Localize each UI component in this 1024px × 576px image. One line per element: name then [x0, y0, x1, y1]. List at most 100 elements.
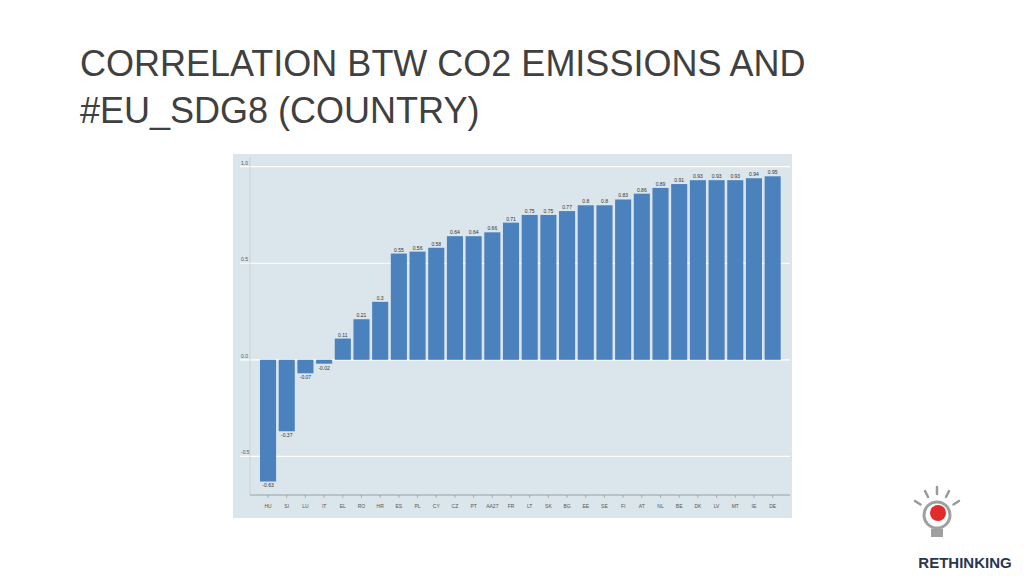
data-label: 0.71	[506, 216, 516, 222]
x-tick	[492, 495, 493, 498]
bar	[634, 194, 650, 360]
data-label: 0.86	[637, 187, 647, 193]
x-tick	[679, 495, 680, 498]
x-tick	[697, 495, 698, 498]
x-tick	[716, 495, 717, 498]
x-tick-label: FR	[508, 503, 515, 509]
y-axis-line	[250, 157, 251, 495]
bar	[391, 254, 407, 360]
x-tick-label: SI	[284, 503, 289, 509]
logo-text: RETHINKING	[918, 554, 1011, 571]
x-tick	[585, 495, 586, 498]
data-label: 0.8	[582, 198, 589, 204]
logo-ray	[936, 487, 939, 494]
data-label: 0.75	[525, 208, 535, 214]
x-tick	[305, 495, 306, 498]
grid-line	[240, 456, 790, 457]
data-label: -0.37	[281, 432, 293, 438]
x-tick	[735, 495, 736, 498]
x-tick	[511, 495, 512, 498]
bar	[316, 360, 332, 364]
x-tick	[436, 495, 437, 498]
title: #EU_SDG8 (COUNTRY)	[80, 90, 479, 131]
x-tick	[342, 495, 343, 498]
x-tick-label: PT	[470, 503, 476, 509]
data-label: 0.77	[562, 204, 572, 210]
x-tick	[604, 495, 605, 498]
data-label: -0.63	[262, 482, 274, 488]
x-tick	[380, 495, 381, 498]
bar	[746, 178, 762, 360]
x-tick-label: EE	[582, 503, 589, 509]
data-label: 0.91	[674, 177, 684, 183]
x-tick-label: NL	[657, 503, 664, 509]
x-tick	[417, 495, 418, 498]
bar	[410, 252, 426, 360]
x-tick	[753, 495, 754, 498]
bar	[578, 205, 594, 360]
x-tick	[361, 495, 362, 498]
bar	[671, 184, 687, 360]
logo-ray	[954, 501, 960, 505]
x-tick	[398, 495, 399, 498]
bar	[615, 199, 631, 359]
data-label: 0.93	[730, 173, 740, 179]
bar	[260, 360, 276, 482]
bar	[709, 180, 725, 360]
x-tick-label: CZ	[452, 503, 459, 509]
x-tick-label: LV	[714, 503, 720, 509]
x-tick-label: HU	[264, 503, 272, 509]
y-tick-label: 0.0	[241, 353, 248, 359]
x-tick-label: LT	[527, 503, 532, 509]
x-tick-label: IE	[752, 503, 757, 509]
data-label: 0.64	[469, 229, 479, 235]
data-label: 0.94	[749, 171, 759, 177]
bar	[503, 223, 519, 360]
logo-ray	[915, 501, 921, 505]
data-label: 0.75	[544, 208, 554, 214]
x-tick	[660, 495, 661, 498]
data-label: 0.3	[377, 295, 384, 301]
x-tick-label: BE	[676, 503, 683, 509]
x-tick-label: MT	[732, 503, 739, 509]
x-tick-label: HR	[377, 503, 385, 509]
bar	[596, 205, 612, 360]
logo-ray	[925, 491, 928, 497]
bar	[484, 232, 500, 359]
x-tick	[623, 495, 624, 498]
x-tick	[548, 495, 549, 498]
bar	[279, 360, 295, 431]
slide: CORRELATION BTW CO2 EMISSIONS AND #EU_SDG…	[0, 0, 1024, 576]
data-label: 0.93	[693, 173, 703, 179]
x-tick	[324, 495, 325, 498]
y-tick-label: 1.0	[241, 160, 248, 166]
data-label: 0.11	[338, 332, 348, 338]
x-tick-label: DE	[769, 503, 777, 509]
logo-core	[930, 505, 946, 521]
x-axis-line	[250, 495, 790, 496]
bar	[690, 180, 706, 360]
bar	[559, 211, 575, 360]
x-tick	[772, 495, 773, 498]
bar	[727, 180, 743, 360]
x-tick	[454, 495, 455, 498]
data-label: 0.8	[601, 198, 608, 204]
x-tick-label: EL	[340, 503, 346, 509]
data-label: -0.07	[300, 374, 312, 380]
data-label: 0.58	[431, 241, 441, 247]
title: CORRELATION BTW CO2 EMISSIONS AND	[80, 43, 805, 84]
x-tick-label: PL	[414, 503, 420, 509]
x-tick-label: SK	[545, 503, 552, 509]
x-tick	[567, 495, 568, 498]
data-label: 0.21	[357, 312, 367, 318]
bar	[447, 236, 463, 360]
x-tick-label: AA27	[486, 503, 498, 509]
logo-base	[931, 529, 943, 537]
data-label: -0.02	[318, 365, 330, 371]
x-tick	[641, 495, 642, 498]
data-label: 0.89	[656, 181, 666, 187]
x-tick-label: ES	[396, 503, 403, 509]
bar	[372, 302, 388, 360]
x-tick-label: DK	[694, 503, 702, 509]
data-label: 0.93	[712, 173, 722, 179]
